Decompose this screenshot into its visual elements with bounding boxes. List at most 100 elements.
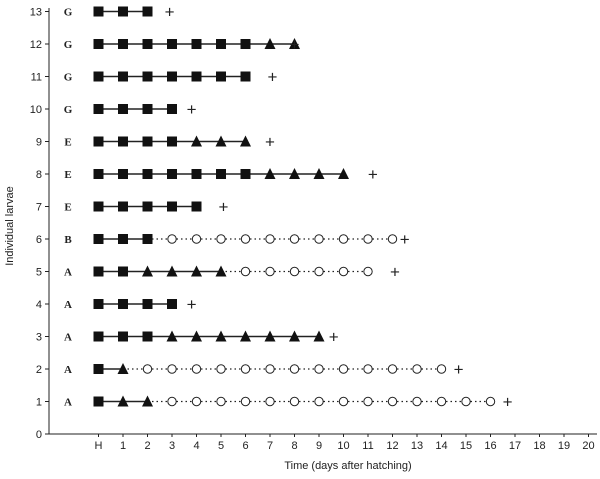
circle-marker bbox=[216, 364, 226, 374]
circle-marker bbox=[363, 364, 373, 374]
larva-group-label: B bbox=[64, 234, 72, 246]
larva-row-9: E + bbox=[64, 133, 275, 152]
square-marker bbox=[240, 39, 251, 49]
y-tick-label: 7 bbox=[36, 202, 42, 214]
x-tick-label: 3 bbox=[169, 440, 175, 452]
square-marker bbox=[142, 201, 153, 212]
square-marker bbox=[93, 169, 104, 179]
square-marker bbox=[93, 6, 104, 17]
circle-marker bbox=[265, 364, 275, 374]
circle-marker bbox=[167, 364, 177, 374]
square-marker bbox=[142, 71, 153, 82]
square-marker bbox=[167, 71, 177, 82]
circle-marker bbox=[314, 364, 324, 374]
larva-group-label: E bbox=[64, 202, 71, 214]
square-marker bbox=[142, 6, 153, 17]
y-tick-label: 8 bbox=[36, 169, 42, 181]
x-tick-label: 14 bbox=[435, 440, 447, 452]
triangle-marker bbox=[166, 265, 178, 277]
circle-marker bbox=[240, 396, 251, 407]
triangle-marker bbox=[166, 330, 178, 342]
y-tick-label: 11 bbox=[31, 72, 42, 84]
larva-group-label: A bbox=[64, 267, 72, 279]
y-tick-label: 12 bbox=[30, 39, 42, 51]
x-tick-label: H bbox=[95, 440, 103, 452]
x-tick-label: 20 bbox=[582, 440, 594, 452]
circle-marker bbox=[338, 364, 349, 374]
square-marker bbox=[142, 169, 153, 179]
death-marker: + bbox=[218, 198, 228, 217]
y-tick-label: 13 bbox=[30, 7, 42, 19]
larva-group-label: A bbox=[64, 332, 72, 344]
larva-group-label: G bbox=[64, 7, 73, 19]
larva-group-label: A bbox=[64, 364, 72, 376]
circle-marker bbox=[412, 396, 422, 407]
circle-marker bbox=[142, 364, 153, 374]
square-marker bbox=[142, 234, 153, 244]
square-marker bbox=[142, 104, 153, 114]
triangle-marker bbox=[313, 330, 325, 342]
circle-marker bbox=[436, 364, 447, 374]
square-marker bbox=[118, 201, 128, 212]
larva-row-4: A + bbox=[64, 295, 197, 314]
triangle-marker bbox=[117, 363, 129, 374]
circle-marker bbox=[289, 396, 300, 407]
triangle-marker bbox=[289, 168, 300, 179]
x-tick-label: 10 bbox=[337, 440, 349, 452]
triangle-marker bbox=[240, 135, 251, 147]
square-marker bbox=[118, 136, 128, 147]
circle-marker bbox=[191, 396, 202, 407]
triangle-marker bbox=[142, 395, 153, 407]
larvae-rows: A +A +A +A +A +B +E +E +E +G +G +G +G + bbox=[64, 3, 513, 412]
square-marker bbox=[216, 169, 226, 179]
larva-group-label: G bbox=[64, 72, 73, 84]
square-marker bbox=[167, 104, 177, 114]
larva-row-3: A + bbox=[64, 328, 339, 347]
square-marker bbox=[93, 299, 104, 309]
circle-marker bbox=[314, 234, 324, 244]
circle-marker bbox=[387, 234, 398, 244]
circle-marker bbox=[338, 396, 349, 407]
larva-row-8: E + bbox=[64, 165, 378, 184]
y-tick-label: 9 bbox=[36, 137, 42, 149]
square-marker bbox=[118, 104, 128, 114]
square-marker bbox=[93, 201, 104, 212]
x-tick-label: 17 bbox=[509, 440, 521, 452]
circle-marker bbox=[265, 234, 275, 244]
circle-marker bbox=[289, 364, 300, 374]
square-marker bbox=[93, 104, 104, 114]
triangle-marker bbox=[215, 265, 227, 277]
x-tick-label: 15 bbox=[460, 440, 472, 452]
square-marker bbox=[118, 299, 128, 309]
square-marker bbox=[118, 266, 128, 277]
triangle-marker bbox=[289, 330, 300, 342]
triangle-marker bbox=[264, 38, 276, 49]
square-marker bbox=[167, 169, 177, 179]
larva-row-1: A + bbox=[64, 393, 513, 412]
death-marker: + bbox=[390, 263, 400, 282]
larva-group-label: A bbox=[64, 397, 72, 409]
triangle-marker bbox=[191, 135, 202, 147]
triangle-marker bbox=[117, 395, 129, 407]
triangle-marker bbox=[142, 265, 153, 277]
circle-marker bbox=[363, 396, 373, 407]
x-tick-label: 7 bbox=[267, 440, 273, 452]
circle-marker bbox=[289, 266, 300, 277]
square-marker bbox=[118, 6, 128, 17]
square-marker bbox=[93, 396, 104, 407]
larva-row-10: G + bbox=[64, 100, 197, 119]
circle-marker bbox=[191, 364, 202, 374]
y-tick-label: 3 bbox=[36, 332, 42, 344]
square-marker bbox=[240, 71, 251, 82]
larva-row-11: G + bbox=[64, 68, 278, 87]
death-marker: + bbox=[454, 360, 464, 379]
circle-marker bbox=[485, 396, 496, 407]
y-tick-label: 2 bbox=[36, 364, 42, 376]
x-tick-label: 11 bbox=[362, 440, 373, 452]
square-marker bbox=[118, 39, 128, 49]
larva-group-label: E bbox=[64, 169, 71, 181]
circle-marker bbox=[387, 364, 398, 374]
x-tick-label: 19 bbox=[558, 440, 570, 452]
square-marker bbox=[93, 234, 104, 244]
death-marker: + bbox=[267, 68, 277, 87]
